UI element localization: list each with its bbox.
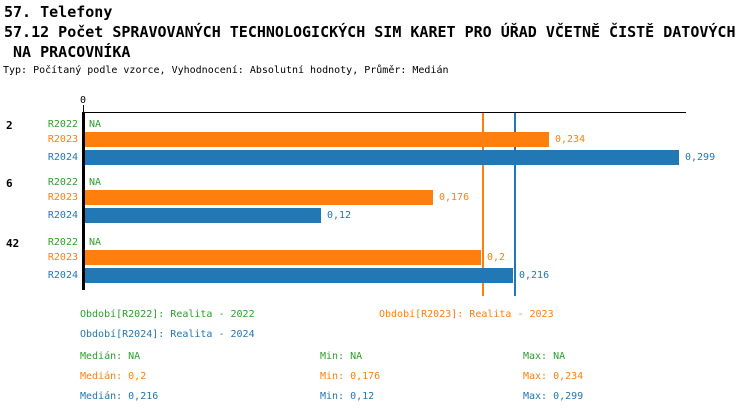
bar-r2023 [85,250,481,265]
series-label-r2024: R2024 [47,270,78,281]
series-label-r2024: R2024 [47,210,78,221]
bar-value-label: 0,216 [519,270,550,281]
series-label-r2022: R2022 [47,119,78,130]
legend-item-r2022: Období[R2022]: Realita - 2022 [80,309,255,320]
group-label: 42 [6,237,20,250]
group-label: 6 [6,177,13,190]
bar-value-label: 0,299 [685,152,716,163]
bar-value-label: 0,176 [439,192,470,203]
y-axis-line [82,112,85,290]
bar-value-label-na: NA [89,237,102,248]
bar-r2023 [85,132,549,147]
series-label-r2022: R2022 [47,237,78,248]
series-label-r2024: R2024 [47,152,78,163]
stat-median-r2022: Medián: NA [80,351,141,362]
legend-item-r2023: Období[R2023]: Realita - 2023 [379,309,554,320]
bar-value-label: 0,234 [555,134,586,145]
stat-min-r2024: Min: 0,12 [320,391,375,402]
legend-item-r2024: Období[R2024]: Realita - 2024 [80,329,255,340]
series-label-r2023: R2023 [47,192,78,203]
median-line-r2023 [482,113,484,296]
bar-r2024 [85,208,321,223]
stat-min-r2022: Min: NA [320,351,363,362]
indicator-title-line1: 57.12 Počet SPRAVOVANÝCH TECHNOLOGICKÝCH… [4,23,736,41]
series-label-r2023: R2023 [47,252,78,263]
stat-median-r2024: Medián: 0,216 [80,391,159,402]
series-label-r2022: R2022 [47,177,78,188]
median-line-r2024 [514,113,516,296]
series-label-r2023: R2023 [47,134,78,145]
indicator-title-line2: NA PRACOVNÍKA [4,43,131,61]
x-axis-tick-mark [83,105,84,112]
stat-median-r2023: Medián: 0,2 [80,371,147,382]
bar-value-label: 0,2 [487,252,506,263]
stat-max-r2024: Max: 0,299 [523,391,584,402]
group-label: 2 [6,119,13,132]
bar-value-label-na: NA [89,119,102,130]
bar-value-label: 0,12 [327,210,352,221]
bar-r2024 [85,150,679,165]
stat-max-r2022: Max: NA [523,351,566,362]
bar-value-label-na: NA [89,177,102,188]
stat-min-r2023: Min: 0,176 [320,371,381,382]
x-axis-tick-label: 0 [79,95,87,106]
stat-max-r2023: Max: 0,234 [523,371,584,382]
section-title: 57. Telefony [4,3,113,21]
bar-r2023 [85,190,433,205]
chart-meta-info: Typ: Počítaný podle vzorce, Vyhodnocení:… [3,65,449,76]
bar-r2024 [85,268,513,283]
x-axis-line [83,112,686,113]
